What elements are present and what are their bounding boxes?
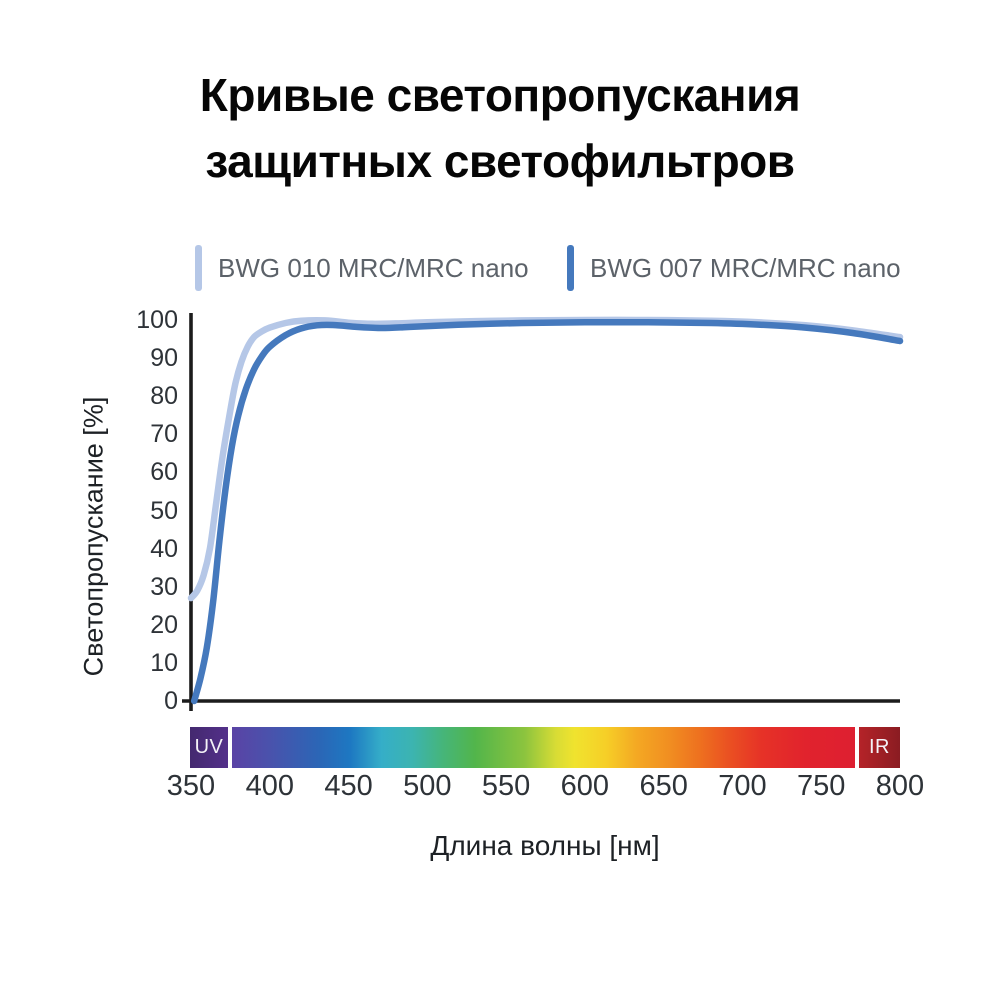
uv-band: UV bbox=[190, 727, 228, 768]
y-tick-label: 100 bbox=[136, 306, 178, 334]
curve-bwg007 bbox=[190, 318, 904, 705]
y-tick-label: 20 bbox=[150, 610, 178, 639]
y-tick-label: 10 bbox=[150, 648, 178, 677]
y-tick-label: 60 bbox=[150, 458, 178, 487]
y-tick-label: 80 bbox=[150, 382, 178, 411]
x-tick-label: 650 bbox=[639, 770, 688, 802]
y-tick-label: 70 bbox=[150, 420, 178, 449]
legend-swatch-bwg007 bbox=[567, 245, 574, 291]
x-tick-label: 750 bbox=[797, 770, 846, 802]
ir-band: IR bbox=[859, 727, 900, 768]
x-tick-label: 550 bbox=[481, 770, 531, 802]
y-tick-label: 40 bbox=[150, 534, 178, 563]
curve-bwg010 bbox=[187, 316, 904, 602]
chart-title: Кривые светопропускания защитных светофи… bbox=[0, 62, 1000, 194]
x-tick-label: 450 bbox=[324, 770, 373, 802]
ir-band-label: IR bbox=[869, 736, 890, 758]
visible-spectrum-gradient bbox=[232, 727, 855, 768]
legend-item-bwg007: BWG 007 MRC/MRC nano bbox=[567, 244, 901, 292]
legend-label-bwg010: BWG 010 MRC/MRC nano bbox=[218, 252, 529, 283]
chart-title-line2: защитных светофильтров bbox=[205, 135, 795, 187]
uv-band-label: UV bbox=[194, 736, 224, 758]
x-tick-label: 500 bbox=[403, 770, 452, 802]
x-tick-label: 800 bbox=[875, 770, 925, 802]
chart-title-line1: Кривые светопропускания bbox=[199, 69, 801, 121]
y-tick-label: 0 bbox=[164, 687, 178, 715]
spectrum-bar: UV IR bbox=[190, 727, 900, 768]
x-tick-label: 700 bbox=[718, 770, 767, 802]
x-axis-title: Длина волны [нм] bbox=[430, 830, 660, 861]
x-tick-label: 600 bbox=[560, 770, 610, 802]
legend-item-bwg010: BWG 010 MRC/MRC nano bbox=[195, 244, 529, 292]
x-tick-label: 350 bbox=[166, 770, 216, 802]
y-tick-label: 90 bbox=[150, 344, 178, 373]
x-tick-label: 400 bbox=[245, 770, 294, 802]
y-tick-label: 30 bbox=[150, 572, 178, 601]
y-tick-label: 50 bbox=[150, 496, 178, 525]
legend-swatch-bwg010 bbox=[195, 245, 202, 291]
legend-label-bwg007: BWG 007 MRC/MRC nano bbox=[590, 252, 901, 283]
